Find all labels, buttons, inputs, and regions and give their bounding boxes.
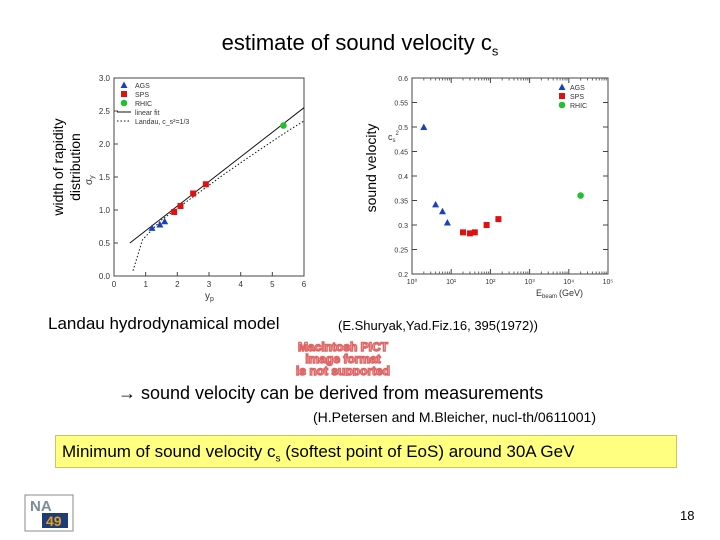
y-axis-label-sub: s: [393, 138, 396, 144]
y-tick-label: 0.35: [394, 199, 408, 206]
logo-text-top: NA: [30, 498, 52, 515]
legend-label: RHIC: [570, 103, 587, 110]
series-line-linear-fit: [129, 107, 305, 244]
y-axis-label-sub: y: [89, 175, 96, 179]
derivation-statement: → sound velocity can be derived from mea…: [118, 383, 544, 403]
y-tick-label: 2.5: [99, 107, 111, 116]
data-point-sps: [483, 222, 490, 228]
x-tick-label: 6: [302, 280, 307, 289]
legend-label: SPS: [135, 92, 149, 99]
slide-title: estimate of sound velocity cs: [221, 30, 499, 59]
x-tick-label: 3: [207, 280, 212, 289]
x-tick-label: 10³: [525, 279, 536, 286]
conclusion-highlight-box: [55, 435, 677, 468]
logo-text-bottom: 49: [46, 513, 62, 529]
x-tick-label: 10⁵: [603, 279, 614, 286]
data-point-sps: [495, 216, 502, 223]
data-point-ags: [443, 219, 451, 226]
y-axis-label: cs2: [388, 131, 400, 144]
data-point-sps: [460, 229, 467, 236]
data-point-sps: [466, 230, 473, 237]
y-tick-label: 0.45: [394, 150, 408, 157]
x-tick-label: 10⁴: [563, 279, 574, 286]
legend-marker-sps: [559, 93, 565, 99]
y-tick-label: 0.55: [394, 101, 408, 108]
y-tick-label: 0.3: [398, 223, 408, 230]
data-point-sps: [202, 181, 209, 188]
data-point-ags: [439, 207, 447, 215]
legend-marker-ags: [558, 83, 566, 90]
series-line-landau: [132, 120, 305, 271]
x-axis-label: Ebeam (GeV): [536, 288, 583, 300]
legend-marker-rhic: [558, 101, 566, 109]
y-tick-label: 0.25: [394, 248, 408, 255]
y-tick-label: 1.5: [99, 173, 111, 182]
y-tick-label: 0.4: [398, 174, 408, 181]
legend-label: RHIC: [135, 101, 152, 108]
landau-caption: Landau hydrodynamical model: [48, 314, 280, 333]
y-tick-label: 1.0: [99, 206, 111, 215]
y-axis-label-sup: 2: [396, 131, 400, 137]
x-tick-label: 10²: [485, 279, 496, 286]
page-number: 18: [680, 508, 695, 523]
y-tick-label: 0.6: [398, 76, 408, 83]
x-tick-label: 10¹: [446, 279, 457, 286]
x-tick-label: 10⁰: [407, 278, 418, 286]
data-point-sps: [190, 190, 197, 197]
shuryak-reference: (E.Shuryak,Yad.Fiz.16, 395(1972)): [338, 318, 538, 333]
pict-line-1: Macintosh PICT: [298, 340, 389, 354]
y-tick-label: 3.0: [99, 74, 111, 83]
sound-velocity-chart: 10⁰ 10¹ 10² 10³ 10⁴ 10⁵ 0.2 0.25 0.3 0.35 0.4 0.45 0…: [388, 76, 614, 300]
na49-logo: NA 49: [24, 494, 74, 532]
x-axis-label: yp: [205, 291, 214, 303]
data-point-sps: [171, 208, 178, 215]
legend-label: linear fit: [135, 110, 160, 117]
data-point-ags: [156, 221, 164, 228]
x-tick-label: 1: [143, 280, 148, 289]
y-tick-label: 0.5: [99, 239, 111, 248]
data-point-rhic: [577, 192, 584, 199]
x-tick-label: 5: [270, 280, 275, 289]
data-point-rhic: [280, 122, 287, 129]
y-tick-label: 0.0: [99, 272, 111, 281]
pict-line-2: image format: [305, 352, 380, 366]
y-tick-label: 0.2: [398, 272, 408, 279]
rapidity-width-chart: 0 1 2 3 4 5 60.00.51.01.52.02.53.0ypσyAGSSPSRH…: [84, 74, 307, 303]
y-tick-label: 2.0: [99, 140, 111, 149]
petersen-reference: (H.Petersen and M.Bleicher, nucl-th/0611…: [313, 409, 597, 425]
data-point-ags: [148, 224, 156, 231]
legend-label: Landau, c_s²=1/3: [135, 119, 189, 126]
x-axis-label-sub: p: [210, 296, 214, 303]
x-axis-label-unit: (GeV): [559, 288, 583, 298]
left-chart-outer-ylabel: width of rapidity distribution: [50, 118, 83, 216]
x-tick-label: 4: [238, 280, 243, 289]
x-tick-label: 2: [175, 280, 180, 289]
data-point-ags: [432, 200, 440, 208]
conclusion-text: Minimum of sound velocity cs (softest po…: [62, 442, 575, 465]
pict-placeholder-image: Macintosh PICT image format is not suppo…: [295, 340, 390, 376]
data-point-ags: [161, 217, 169, 225]
pict-line-3: is not supported: [296, 364, 390, 376]
x-axis-label-sub: beam: [542, 294, 557, 300]
legend-marker-rhic: [120, 99, 128, 107]
legend-label: SPS: [570, 94, 584, 101]
data-point-ags: [420, 123, 428, 130]
y-axis-label: σy: [84, 175, 96, 185]
data-point-sps: [471, 229, 478, 236]
data-point-sps: [177, 203, 184, 210]
y-tick-label: 0.5: [398, 125, 408, 132]
legend-label: AGS: [570, 85, 585, 92]
legend-label: AGS: [135, 83, 150, 90]
legend-marker-sps: [121, 91, 127, 97]
x-tick-label: 0: [112, 280, 117, 289]
legend-marker-ags: [120, 81, 128, 88]
